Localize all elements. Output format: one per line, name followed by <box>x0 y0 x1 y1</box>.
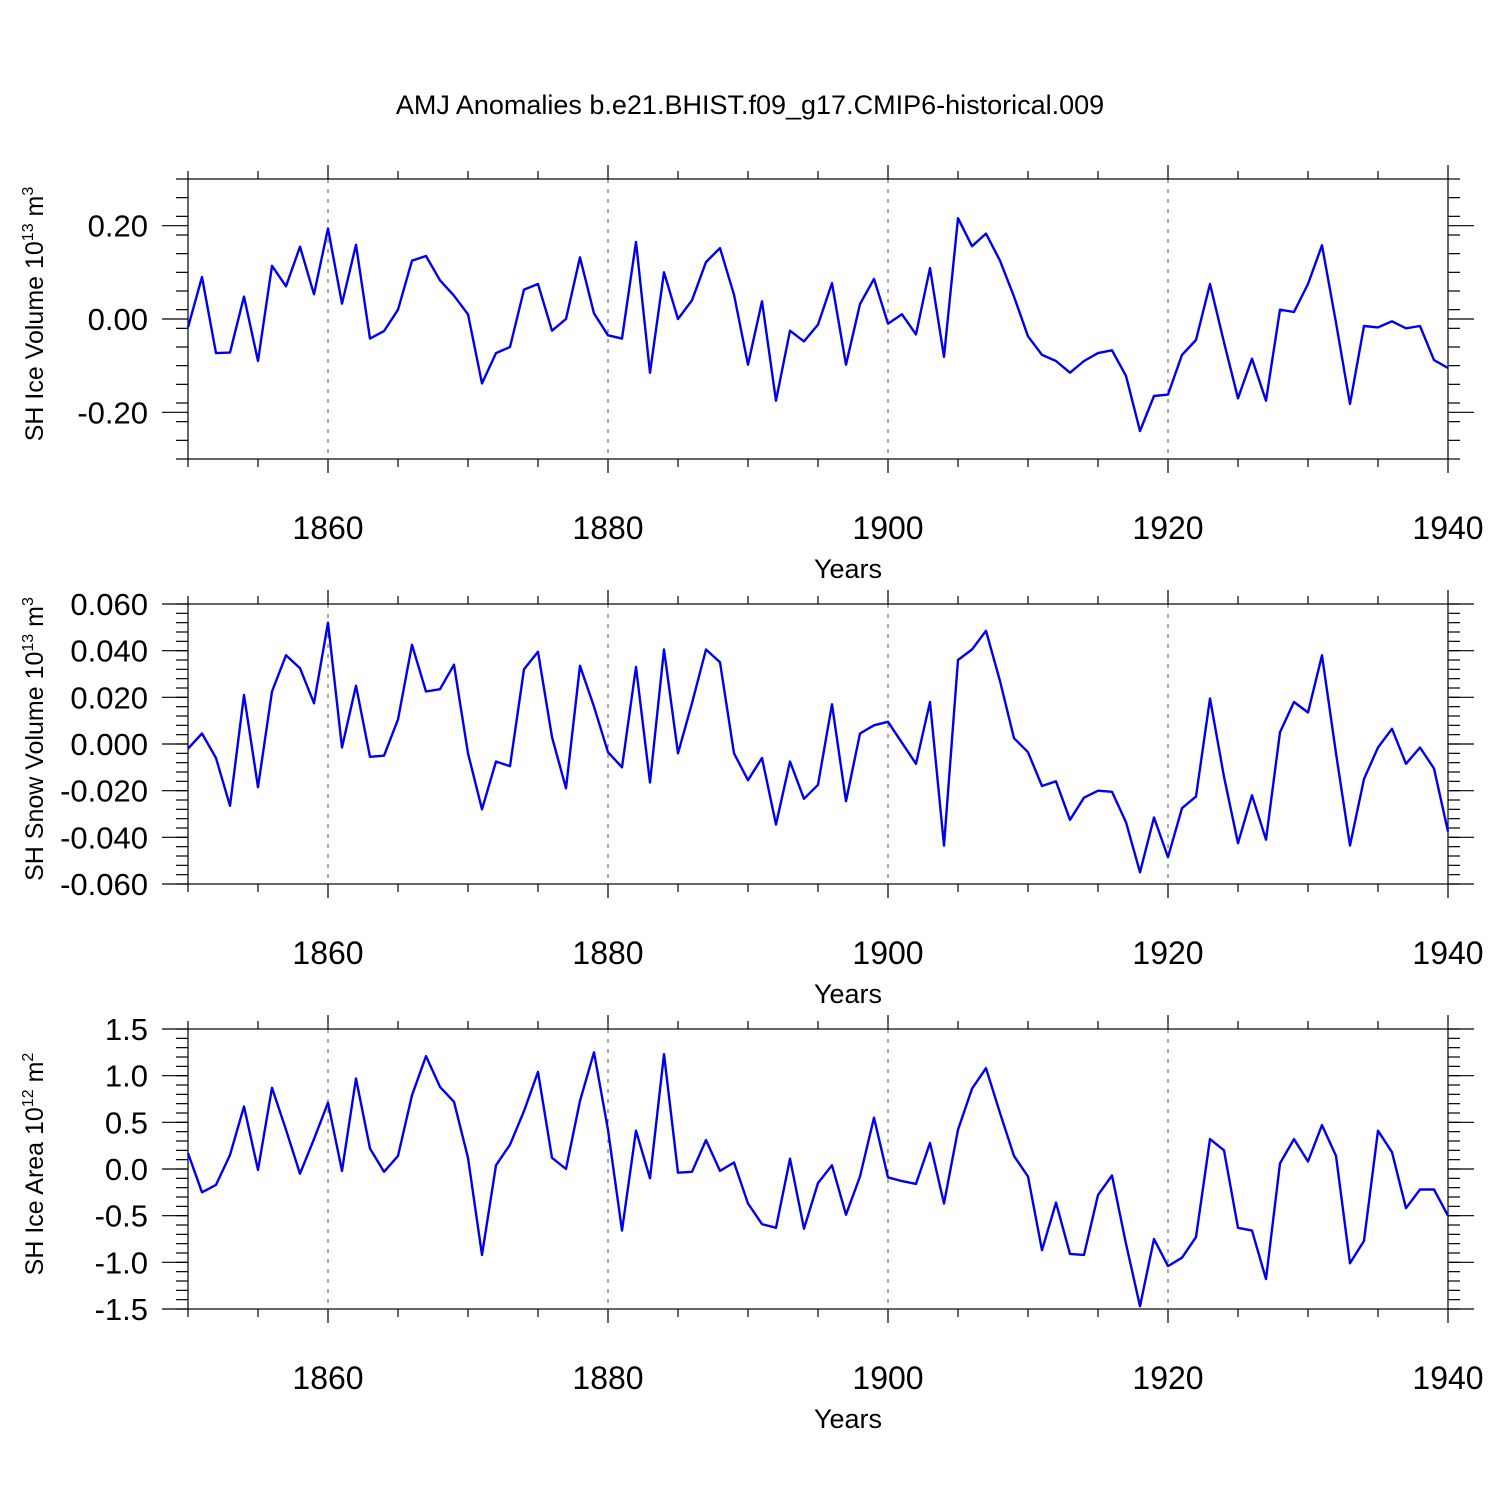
panel-ice-area: 1860 1880 1900 1920 1940 -1.5 -1.0 -0.5 0.0 0.5 1.… <box>20 1012 1484 1434</box>
y-tick-label: 0.5 <box>105 1105 148 1140</box>
series-line-ice-volume <box>186 216 1449 433</box>
x-axis-title: Years <box>814 979 882 1009</box>
y-axis-title-main: SH Snow Volume 10 <box>21 652 49 881</box>
y-axis-title-main: SH Ice Volume 10 <box>21 241 49 441</box>
x-tick-label: 1940 <box>1412 935 1483 971</box>
y-axis-title-exponent: 13 <box>20 634 37 652</box>
y-tick-label: 0.060 <box>70 587 148 622</box>
x-tick-label: 1880 <box>572 1360 643 1396</box>
y-tick-label: 0.0 <box>105 1152 148 1187</box>
y-tick-label: -0.20 <box>77 395 148 430</box>
x-tick-label: 1900 <box>852 510 923 546</box>
y-axis-title: SH Ice Volume 1013 m3 <box>20 187 49 442</box>
x-tick-label: 1920 <box>1132 1360 1203 1396</box>
y-tick-label: -0.5 <box>95 1199 148 1234</box>
x-tick-label: 1940 <box>1412 1360 1483 1396</box>
x-axis-title: Years <box>814 1404 882 1434</box>
y-tick-label: 1.0 <box>105 1059 148 1094</box>
plot-frame <box>187 178 1449 460</box>
y-axis-title-unit-exponent: 2 <box>20 1053 37 1062</box>
x-tick-label: 1940 <box>1412 510 1483 546</box>
x-tick-label: 1900 <box>852 935 923 971</box>
y-tick-label: -0.060 <box>60 867 148 902</box>
x-tick-label: 1880 <box>572 510 643 546</box>
y-axis-title-unit-exponent: 3 <box>20 597 37 606</box>
x-axis-title: Years <box>814 554 882 584</box>
y-axis-title-exponent: 12 <box>20 1089 37 1107</box>
y-tick-label: 0.20 <box>88 209 148 244</box>
y-axis-title-main: SH Ice Area 10 <box>21 1107 49 1275</box>
y-tick-label: -1.5 <box>95 1292 148 1327</box>
y-tick-label: -0.020 <box>60 774 148 809</box>
x-tick-label: 1900 <box>852 1360 923 1396</box>
x-tick-label: 1880 <box>572 935 643 971</box>
x-tick-label: 1860 <box>292 510 363 546</box>
y-axis-title-unit-exponent: 3 <box>20 187 37 196</box>
x-tick-label: 1860 <box>292 1360 363 1396</box>
y-axis-title-unit: m <box>21 196 49 224</box>
x-tick-label: 1860 <box>292 935 363 971</box>
series-line-ice-area <box>186 1051 1450 1308</box>
x-tick-label: 1920 <box>1132 935 1203 971</box>
y-axis-title: SH Snow Volume 1013 m3 <box>20 597 49 881</box>
series-line-snow-volume <box>187 621 1450 874</box>
panel-snow-volume: 1860 1880 1900 1920 1940 -0.060 -0.040 -0.020 0.… <box>20 587 1484 1009</box>
plot-frame <box>187 603 1449 885</box>
figure-title: AMJ Anomalies b.e21.BHIST.f09_g17.CMIP6-… <box>396 90 1104 120</box>
y-tick-label: 0.000 <box>70 727 148 762</box>
y-tick-label: 0.00 <box>88 302 148 337</box>
y-tick-label: 0.020 <box>70 680 148 715</box>
y-tick-label: 0.040 <box>70 634 148 669</box>
y-axis-title-exponent: 13 <box>20 223 37 241</box>
y-axis-title-unit: m <box>21 1062 49 1090</box>
x-tick-label: 1920 <box>1132 510 1203 546</box>
y-tick-label: 1.5 <box>105 1012 148 1047</box>
plot-frame <box>187 1028 1449 1310</box>
y-tick-label: -0.040 <box>60 820 148 855</box>
y-tick-label: -1.0 <box>95 1245 148 1280</box>
panel-ice-volume: 1860 1880 1900 1920 1940 -0.20 0.00 0.20 Years SH… <box>20 165 1484 584</box>
y-axis-title: SH Ice Area 1012 m2 <box>20 1053 49 1276</box>
y-axis-title-unit: m <box>21 606 49 634</box>
